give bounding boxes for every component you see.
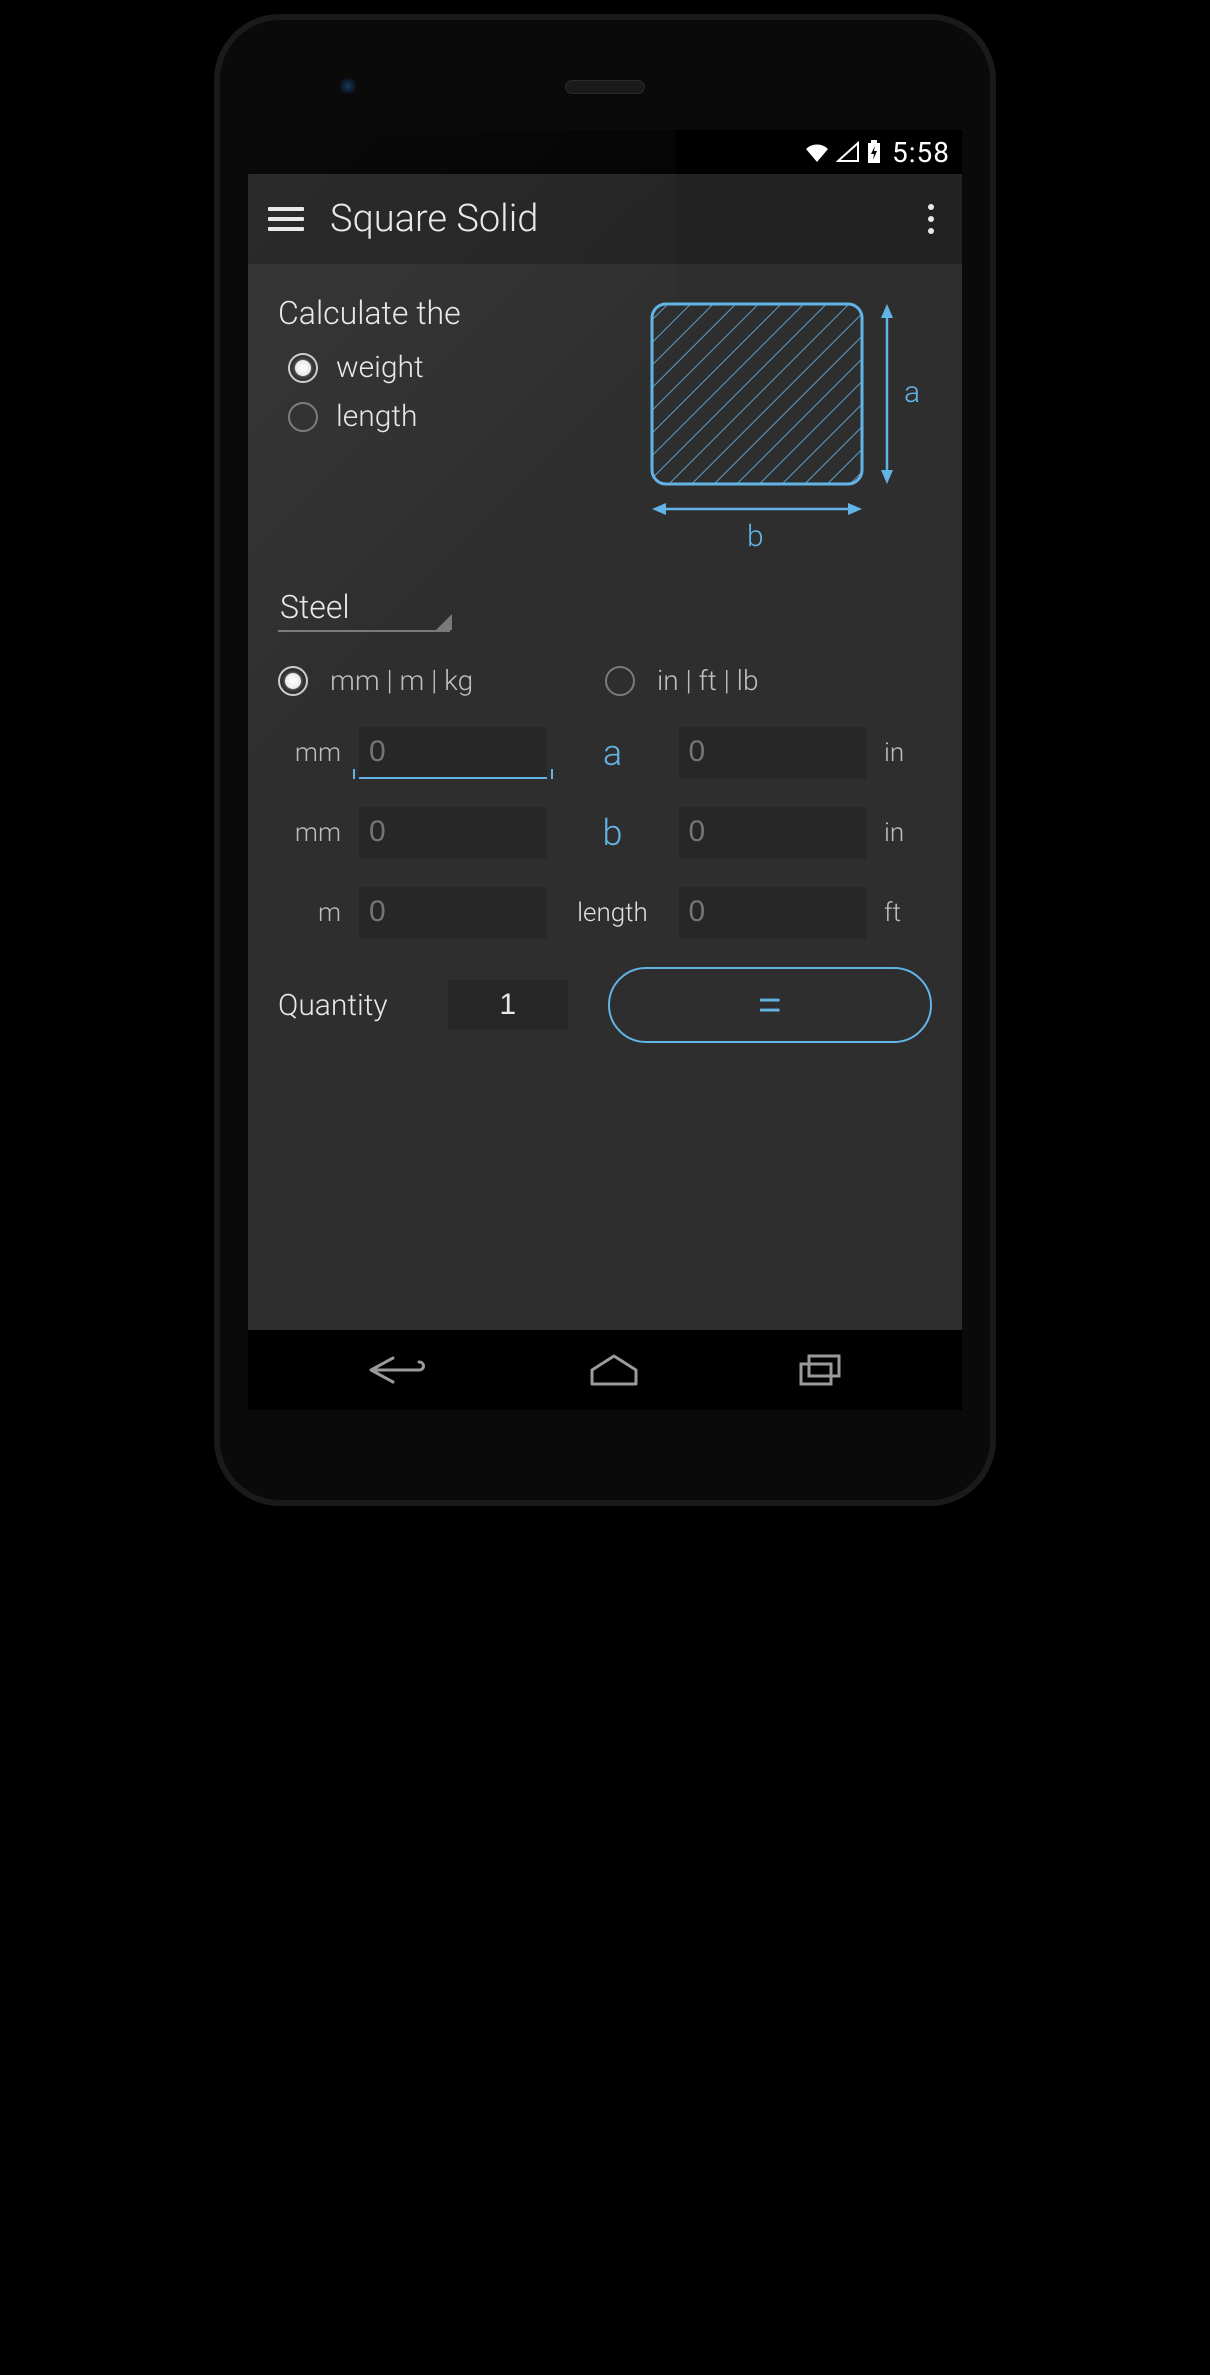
unit-label: mm: [278, 738, 353, 768]
wifi-icon: [804, 141, 830, 163]
input-length-metric[interactable]: [359, 887, 547, 939]
units-imperial-label: in | ft | lb: [657, 664, 758, 697]
app-header: Square Solid: [248, 174, 962, 264]
radio-icon: [288, 353, 318, 383]
page-title: Square Solid: [330, 197, 920, 241]
radio-length[interactable]: length: [288, 399, 612, 434]
hamburger-icon[interactable]: [268, 207, 304, 231]
back-button[interactable]: [363, 1352, 433, 1388]
input-row-a: mm a in: [278, 727, 932, 779]
phone-camera: [340, 78, 356, 94]
radio-icon: [288, 402, 318, 432]
calculate-button[interactable]: =: [608, 967, 932, 1043]
radio-label-length: length: [336, 399, 418, 434]
home-button[interactable]: [584, 1352, 644, 1388]
unit-label: mm: [278, 818, 353, 848]
unit-label: ft: [872, 898, 932, 928]
units-metric-label: mm | m | kg: [330, 664, 473, 697]
phone-frame: 5:58 Square Solid Calculate the weig: [220, 20, 990, 1500]
dim-label-b: b: [553, 812, 673, 854]
dim-label-a: a: [553, 732, 673, 774]
nav-bar: [248, 1330, 962, 1410]
square-shape: [652, 304, 862, 484]
shape-diagram: a b: [632, 294, 932, 554]
units-imperial[interactable]: in | ft | lb: [605, 664, 932, 697]
input-b-imperial[interactable]: [679, 807, 867, 859]
units-metric[interactable]: mm | m | kg: [278, 664, 605, 697]
screen: 5:58 Square Solid Calculate the weig: [248, 130, 962, 1410]
dim-label-length: length: [553, 898, 673, 928]
calc-prompt: Calculate the: [278, 294, 612, 332]
content-area: Calculate the weight length: [248, 264, 962, 1043]
calculate-button-label: =: [758, 983, 781, 1028]
status-icons: [804, 140, 882, 164]
unit-label: in: [872, 738, 932, 768]
diagram-label-a: a: [904, 375, 920, 410]
input-row-length: m length ft: [278, 887, 932, 939]
material-select[interactable]: Steel: [278, 584, 450, 632]
unit-label: in: [872, 818, 932, 848]
status-time: 5:58: [892, 136, 950, 169]
diagram-label-b: b: [747, 519, 764, 554]
material-selected: Steel: [280, 588, 350, 626]
radio-icon: [278, 666, 308, 696]
input-row-b: mm b in: [278, 807, 932, 859]
signal-icon: [836, 141, 860, 163]
input-a-metric[interactable]: [359, 727, 547, 779]
status-bar: 5:58: [248, 130, 962, 174]
input-a-imperial[interactable]: [679, 727, 867, 779]
radio-weight[interactable]: weight: [288, 350, 612, 385]
recent-apps-button[interactable]: [795, 1352, 847, 1388]
quantity-label: Quantity: [278, 988, 388, 1023]
radio-label-weight: weight: [336, 350, 424, 385]
radio-icon: [605, 666, 635, 696]
input-b-metric[interactable]: [359, 807, 547, 859]
calc-mode-section: Calculate the weight length: [278, 294, 612, 554]
overflow-menu-icon[interactable]: [920, 196, 942, 242]
input-grid: mm a in mm b: [278, 727, 932, 939]
input-length-imperial[interactable]: [679, 887, 867, 939]
phone-speaker: [565, 80, 645, 94]
unit-label: m: [278, 898, 353, 928]
quantity-input[interactable]: [448, 980, 568, 1030]
battery-icon: [866, 140, 882, 164]
